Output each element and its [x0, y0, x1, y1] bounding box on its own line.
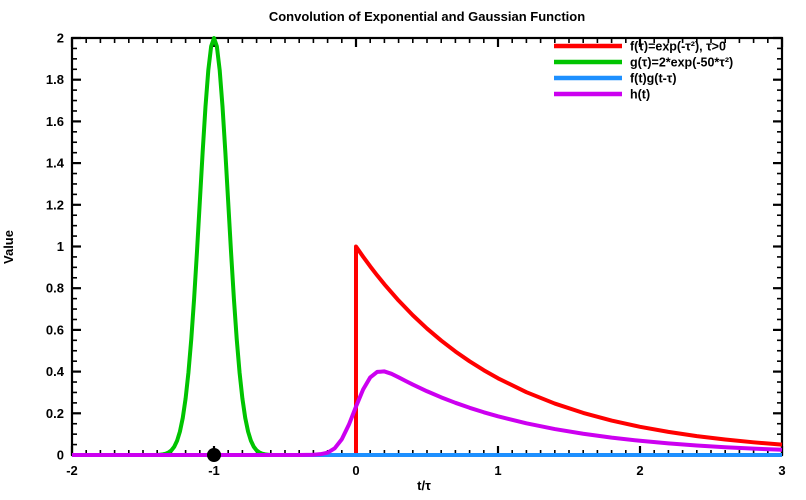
y-tick-label: 0.6 — [46, 322, 64, 337]
y-tick-label: 1.4 — [46, 156, 65, 171]
legend-label: f(τ)=exp(-τ²), τ>0 — [630, 40, 726, 54]
y-tick-label: 1.8 — [46, 72, 64, 87]
y-axis-label: Value — [1, 230, 16, 264]
series-line-3 — [72, 369, 783, 457]
x-tick-label: 0 — [352, 463, 359, 478]
data-marker — [207, 448, 221, 462]
y-tick-label: 0 — [57, 448, 64, 463]
legend-label: h(t) — [630, 88, 650, 102]
legend: f(τ)=exp(-τ²), τ>0 g(τ)=2*exp(-50*τ²) f(t)… — [554, 40, 733, 102]
chart-title: Convolution of Exponential and Gaussian … — [269, 9, 585, 24]
x-tick-label: -2 — [66, 463, 78, 478]
y-tick-label: 1.2 — [46, 197, 64, 212]
y-tick-label: 0.8 — [46, 281, 64, 296]
series-line-0 — [72, 244, 783, 457]
x-tick-label: 1 — [494, 463, 501, 478]
legend-label: g(τ)=2*exp(-50*τ²) — [630, 56, 733, 70]
series-line-1 — [71, 36, 783, 457]
y-tick-label: 2 — [57, 31, 64, 46]
y-tick-label: 1.6 — [46, 114, 64, 129]
legend-label: f(t)g(t-τ) — [630, 72, 677, 86]
y-tick-label: 1 — [57, 239, 64, 254]
x-tick-label: -1 — [208, 463, 220, 478]
y-tick-label: 0.4 — [46, 364, 65, 379]
x-tick-label: 2 — [636, 463, 643, 478]
x-tick-label: 3 — [778, 463, 785, 478]
y-tick-label: 0.2 — [46, 406, 64, 421]
time-marker-dot — [207, 448, 221, 462]
tick-labels: -2 -1 0 1 2 3 0 0.2 0.4 0.6 0.8 1 1.2 1.4 1.6 1.8 2 — [46, 31, 786, 479]
x-axis-label: t/τ — [417, 478, 431, 493]
curves — [71, 36, 783, 457]
